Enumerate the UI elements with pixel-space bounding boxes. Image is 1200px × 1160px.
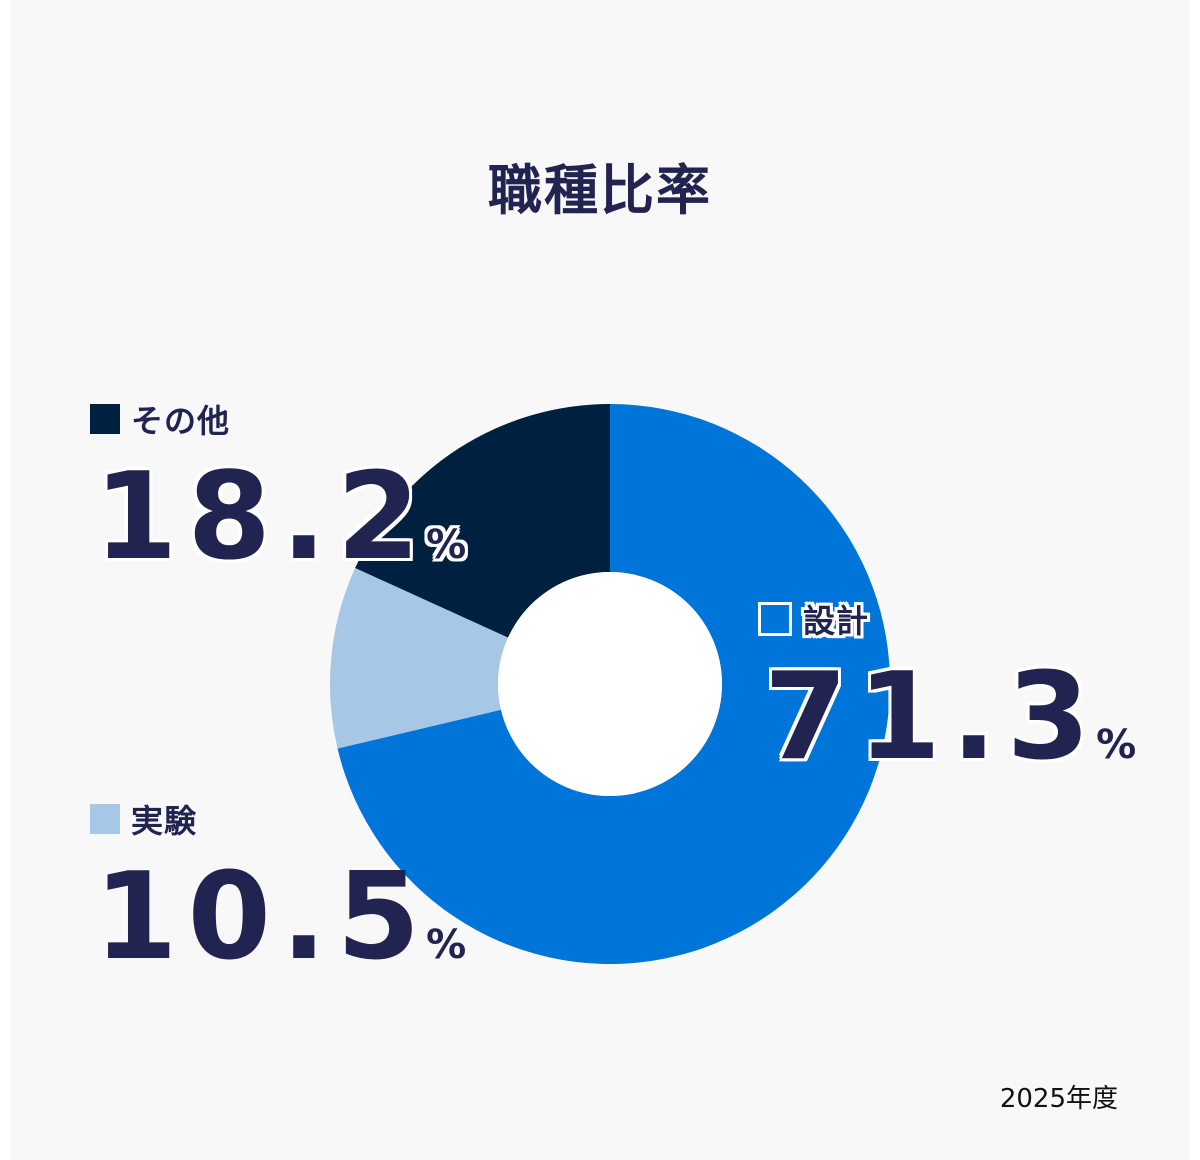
swatch-experiment (90, 804, 120, 834)
value-number-other: 18.2 (94, 448, 431, 587)
legend-other: その他 18.2% (90, 402, 466, 578)
legend-design: 設計 71.3% (758, 602, 1136, 778)
swatch-other (90, 404, 120, 434)
legend-experiment: 実験 10.5% (90, 802, 466, 978)
value-number-design: 71.3 (764, 648, 1101, 787)
donut-hole (498, 572, 722, 796)
value-experiment: 10.5% (94, 858, 466, 978)
value-design: 71.3% (764, 658, 1136, 778)
value-unit-design: % (1096, 722, 1137, 768)
legend-label-design: 設計 (803, 602, 870, 640)
fiscal-year-note: 2025年度 (999, 1084, 1118, 1114)
swatch-design (758, 602, 792, 636)
value-number-experiment: 10.5 (94, 848, 431, 987)
legend-label-other: その他 (131, 402, 231, 440)
value-unit-other: % (426, 522, 467, 568)
donut-slice-2 (355, 404, 610, 638)
legend-label-experiment: 実験 (131, 802, 198, 840)
donut-slice-0 (337, 404, 891, 964)
value-unit-experiment: % (426, 922, 467, 968)
donut-slice-1 (330, 567, 509, 749)
value-other: 18.2% (94, 458, 466, 578)
chart-title: 職種比率 (488, 159, 712, 222)
